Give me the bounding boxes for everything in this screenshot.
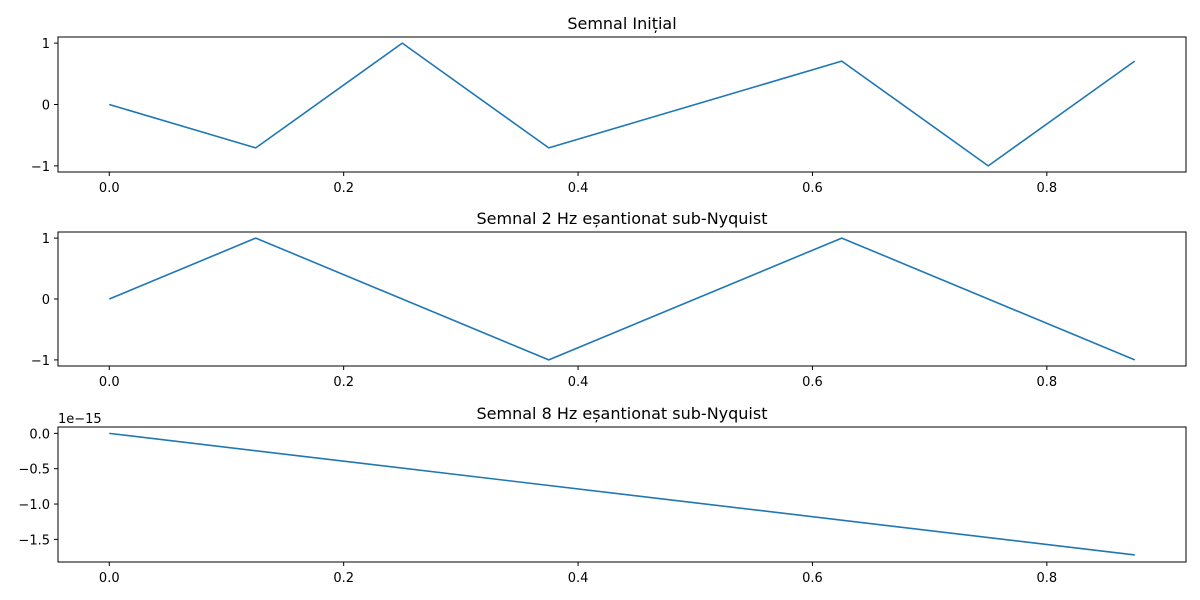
subplot-3: Semnal 8 Hz eșantionat sub-Nyquist 0.0 0.2… [18,404,1187,586]
x-tick-label: 0.0 [99,375,120,390]
x-tick-label: 0.4 [568,375,589,390]
series-line [109,432,1135,556]
y-tick-label: 1 [42,37,50,52]
y-tick-label: 0 [42,99,50,114]
x-tick-label: 0.2 [333,181,354,196]
x-tick-label: 0.8 [1036,181,1057,196]
x-tick-label: 0.4 [568,181,589,196]
y-tick-label: −1 [31,160,50,175]
y-tick-label: −1.0 [18,498,50,513]
chart-title: Semnal Inițial [567,14,676,33]
x-tick-label: 0.4 [568,571,589,586]
chart-title: Semnal 8 Hz eșantionat sub-Nyquist [477,404,768,423]
series-line [108,237,1136,361]
x-tick-label: 0.8 [1036,375,1057,390]
x-tick-label: 0.0 [99,571,120,586]
x-tick-label: 0.6 [802,181,823,196]
series-line [109,42,1136,167]
y-tick-label: 1 [42,232,50,247]
chart-title: Semnal 2 Hz eșantionat sub-Nyquist [477,209,768,228]
axes-frame [57,231,1187,367]
axes-frame [57,426,1187,563]
y-tick-label: −0.5 [18,463,50,478]
x-tick-label: 0.8 [1036,571,1057,586]
y-tick-label: 0 [42,293,50,308]
subplot-2: Semnal 2 Hz eșantionat sub-Nyquist 0.0 0.2… [31,209,1187,390]
y-tick-label: 0.0 [29,427,50,442]
x-tick-label: 0.6 [802,375,823,390]
y-offset-label: 1e−15 [58,412,102,427]
axes-frame [57,36,1187,173]
x-tick-label: 0.0 [99,181,120,196]
y-tick-label: −1 [31,354,50,369]
x-tick-label: 0.2 [333,571,354,586]
x-tick-label: 0.2 [333,375,354,390]
y-tick-label: −1.5 [18,533,50,548]
x-tick-label: 0.6 [802,571,823,586]
subplot-1: Semnal Inițial 0.0 0.2 0.4 0.6 0.8 −1 0 1 [31,14,1187,196]
